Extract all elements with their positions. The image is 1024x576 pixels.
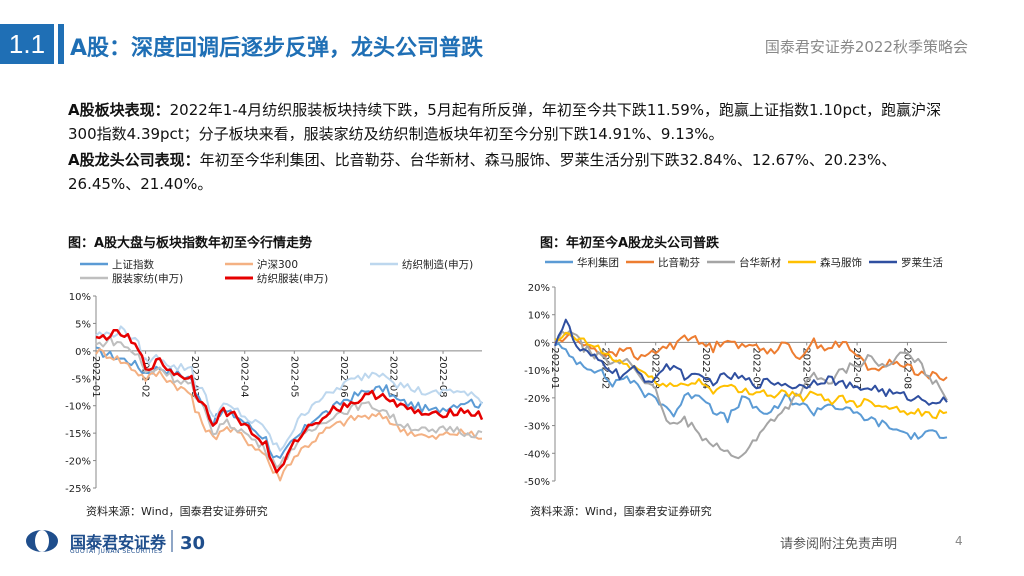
disclaimer-note[interactable]: 请参阅附注免责声明 xyxy=(780,537,898,552)
y-tick-label: -20% xyxy=(524,394,550,405)
x-tick-label: 2022-02 xyxy=(599,347,610,389)
y-tick-label: -10% xyxy=(524,366,550,377)
series-line-1 xyxy=(554,332,948,382)
series-line-3 xyxy=(554,331,948,420)
x-tick-label: 2022-01 xyxy=(549,347,560,389)
x-tick-label: 2022-02 xyxy=(140,356,151,398)
x-tick-label: 2022-08 xyxy=(901,347,912,389)
x-tick-label: 2022-06 xyxy=(338,356,349,398)
x-tick-label: 2022-05 xyxy=(288,356,299,398)
y-tick-label: 10% xyxy=(528,311,550,322)
legend-label: 服装家纺(申万) xyxy=(112,272,183,285)
y-tick-label: 5% xyxy=(75,319,91,330)
x-tick-label: 2022-07 xyxy=(387,356,398,398)
x-tick-label: 2022-07 xyxy=(851,347,862,389)
logo-company-name: 国泰君安证券 xyxy=(70,533,167,552)
x-tick-label: 2022-03 xyxy=(189,356,200,398)
paragraph-leaders: A股龙头公司表现：年初至今华利集团、比音勒芬、台华新材、森马服饰、罗莱生活分别下… xyxy=(68,148,948,196)
chart1-source: 资料来源：Wind，国泰君安证券研究 xyxy=(86,505,268,518)
title-accent-bar xyxy=(58,24,64,64)
y-tick-label: 10% xyxy=(69,292,91,303)
x-tick-label: 2022-08 xyxy=(437,356,448,398)
logo-company-sub: GUOTAI JUNAN SECURITIES xyxy=(70,548,163,555)
page-title: A股：深度回调后逐步反弹，龙头公司普跌 xyxy=(70,36,484,61)
page-number: 4 xyxy=(955,534,963,548)
y-tick-label: -25% xyxy=(65,484,91,495)
y-tick-label: -50% xyxy=(524,477,550,488)
series-line-3 xyxy=(95,335,483,469)
y-tick-label: -5% xyxy=(72,374,91,385)
paragraph-sector-text: 2022年1-4月纺织服装板块持续下跌，5月起有所反弹，年初至今共下跌11.59… xyxy=(68,101,942,143)
chart1-title: 图：A股大盘与板块指数年初至今行情走势 xyxy=(68,236,313,251)
x-tick-label: 2022-06 xyxy=(801,347,812,389)
y-tick-label: -10% xyxy=(65,402,91,413)
legend-label: 森马服饰 xyxy=(820,256,862,269)
conference-name: 国泰君安证券2022秋季策略会 xyxy=(764,38,968,56)
paragraph-sector-label: A股板块表现： xyxy=(68,101,170,119)
paragraph-leaders-text: 年初至今华利集团、比音勒芬、台华新材、森马服饰、罗莱生活分别下跌32.84%、1… xyxy=(68,151,897,193)
series-line-2 xyxy=(554,330,948,460)
chart1-svg: 10% 5% 0% -5% -10% -15% -20% -25% 2022-01 2022-02… xyxy=(65,258,484,495)
logo-inner-icon xyxy=(35,530,49,552)
y-tick-label: 20% xyxy=(528,283,550,294)
legend-label: 台华新材 xyxy=(739,256,781,269)
chart2-title: 图：年初至今A股龙头公司普跌 xyxy=(540,236,720,251)
x-tick-label: 2022-01 xyxy=(90,356,101,398)
y-tick-label: 0% xyxy=(75,347,91,358)
chart2-source: 资料来源：Wind，国泰君安证券研究 xyxy=(530,505,712,518)
legend-label: 纺织服装(申万) xyxy=(257,272,328,285)
x-tick-label: 2022-04 xyxy=(239,356,250,398)
paragraph-sector: A股板块表现：2022年1-4月纺织服装板块持续下跌，5月起有所反弹，年初至今共… xyxy=(68,98,948,146)
y-tick-label: -20% xyxy=(65,457,91,468)
company-logo: 30 xyxy=(26,530,205,554)
paragraph-leaders-label: A股龙头公司表现： xyxy=(68,151,200,169)
legend-label: 华利集团 xyxy=(577,256,619,269)
logo-anniversary: 30 xyxy=(180,533,205,554)
series-line-4 xyxy=(554,318,948,406)
legend-label: 纺织制造(申万) xyxy=(402,258,473,271)
y-tick-label: -30% xyxy=(524,422,550,433)
y-tick-label: -15% xyxy=(65,429,91,440)
x-tick-label: 2022-04 xyxy=(700,347,711,389)
y-tick-label: -40% xyxy=(524,449,550,460)
legend-label: 比音勒芬 xyxy=(658,256,700,269)
legend-label: 沪深300 xyxy=(257,258,298,271)
legend-label: 上证指数 xyxy=(112,258,154,271)
x-tick-label: 2022-05 xyxy=(750,347,761,389)
series-line-1 xyxy=(95,348,483,482)
section-number: 1.1 xyxy=(0,24,54,64)
x-tick-label: 2022-03 xyxy=(650,347,661,389)
legend-label: 罗莱生活 xyxy=(901,256,943,269)
chart2-svg: 20% 10% 0% -10% -20% -30% -40% -50% 2022-01 2022-… xyxy=(524,256,948,488)
series-line-4 xyxy=(95,328,484,474)
y-tick-label: 0% xyxy=(534,338,550,349)
